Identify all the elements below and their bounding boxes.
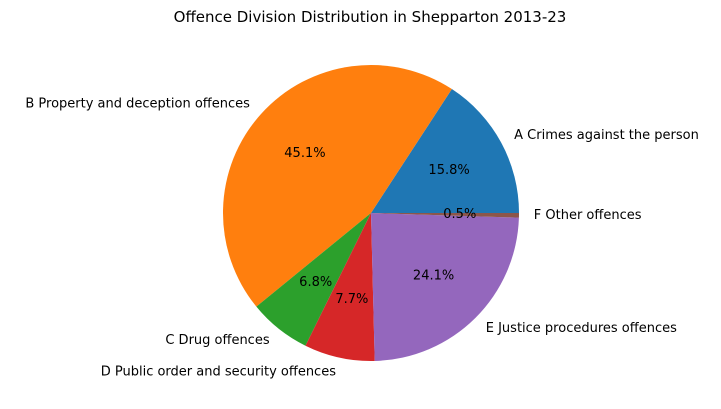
category-label-c-drug-offences: C Drug offences bbox=[165, 333, 269, 348]
category-label-e-justice-procedures-offences: E Justice procedures offences bbox=[486, 321, 677, 336]
slice-d-public-order-and-security-offences bbox=[305, 213, 375, 361]
slice-f-other-offences bbox=[371, 213, 520, 218]
category-label-f-other-offences: F Other offences bbox=[534, 208, 642, 223]
category-label-a-crimes-against-the-person: A Crimes against the person bbox=[514, 128, 699, 143]
category-label-d-public-order-and-security-offences: D Public order and security offences bbox=[101, 364, 336, 379]
percent-label-e-justice-procedures-offences: 24.1% bbox=[413, 268, 454, 283]
chart-title: Offence Division Distribution in Sheppar… bbox=[174, 8, 567, 26]
slice-e-justice-procedures-offences bbox=[371, 213, 519, 361]
percent-label-c-drug-offences: 6.8% bbox=[299, 275, 332, 290]
category-label-b-property-and-deception-offences: B Property and deception offences bbox=[25, 97, 250, 112]
percent-label-d-public-order-and-security-offences: 7.7% bbox=[335, 292, 368, 307]
slice-b-property-and-deception-offences bbox=[222, 64, 452, 307]
percent-label-a-crimes-against-the-person: 15.8% bbox=[428, 163, 469, 178]
slice-a-crimes-against-the-person bbox=[371, 89, 519, 213]
percent-label-f-other-offences: 0.5% bbox=[443, 207, 476, 222]
percent-label-b-property-and-deception-offences: 45.1% bbox=[284, 146, 325, 161]
percent-labels: 15.8% 45.1% 6.8%7.7% 24.1% 0.5% bbox=[284, 146, 476, 307]
slice-c-drug-offences bbox=[256, 213, 371, 346]
pie-slices bbox=[222, 64, 520, 361]
category-labels: A Crimes against the person B Property an… bbox=[25, 97, 698, 380]
